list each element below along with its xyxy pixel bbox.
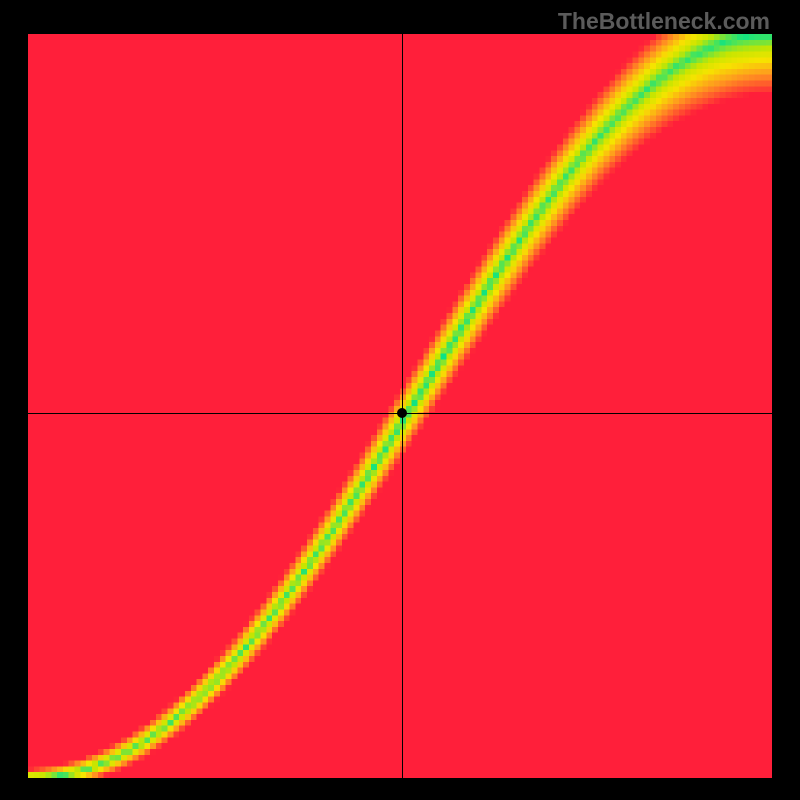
heatmap-canvas [28, 34, 772, 778]
crosshair-marker [397, 408, 407, 418]
chart-frame: TheBottleneck.com [0, 0, 800, 800]
crosshair-vertical [402, 34, 403, 778]
watermark-text: TheBottleneck.com [558, 8, 770, 35]
heatmap-plot [28, 34, 772, 778]
